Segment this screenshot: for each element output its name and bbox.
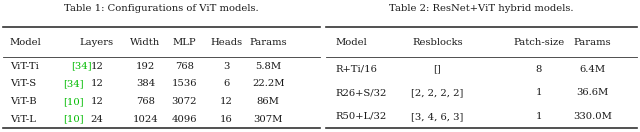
Text: Width: Width <box>131 38 161 47</box>
Text: 330.0M: 330.0M <box>573 112 612 121</box>
Text: [10]: [10] <box>63 115 83 124</box>
Text: 307M: 307M <box>253 115 283 124</box>
Text: 768: 768 <box>175 62 194 71</box>
Text: 192: 192 <box>136 62 155 71</box>
Text: 3072: 3072 <box>172 97 197 106</box>
Text: 3: 3 <box>223 62 229 71</box>
Text: ViT-S: ViT-S <box>10 79 39 88</box>
Text: Table 1: Configurations of ViT models.: Table 1: Configurations of ViT models. <box>64 4 259 13</box>
Text: 384: 384 <box>136 79 155 88</box>
Text: 24: 24 <box>90 115 104 124</box>
Text: 1024: 1024 <box>132 115 158 124</box>
Text: [34]: [34] <box>63 79 83 88</box>
Text: ViT-L: ViT-L <box>10 115 38 124</box>
Text: Params: Params <box>250 38 287 47</box>
Text: Model: Model <box>10 38 42 47</box>
Text: [10]: [10] <box>63 97 83 106</box>
Text: 86M: 86M <box>257 97 280 106</box>
Text: Resblocks: Resblocks <box>412 38 463 47</box>
Text: 1: 1 <box>536 112 542 121</box>
Text: 6: 6 <box>223 79 229 88</box>
Text: 6.4M: 6.4M <box>579 65 605 74</box>
Text: 1536: 1536 <box>172 79 197 88</box>
Text: R50+L/32: R50+L/32 <box>336 112 387 121</box>
Text: 12: 12 <box>220 97 233 106</box>
Text: 8: 8 <box>536 65 542 74</box>
Text: ViT-B: ViT-B <box>10 97 40 106</box>
Text: Patch-size: Patch-size <box>513 38 564 47</box>
Text: R26+S/32: R26+S/32 <box>336 88 387 97</box>
Text: ViT-Ti: ViT-Ti <box>10 62 42 71</box>
Text: [34]: [34] <box>72 62 92 71</box>
Text: Params: Params <box>573 38 611 47</box>
Text: Model: Model <box>336 38 367 47</box>
Text: MLP: MLP <box>172 38 196 47</box>
Text: 12: 12 <box>90 62 104 71</box>
Text: 22.2M: 22.2M <box>252 79 285 88</box>
Text: Layers: Layers <box>80 38 114 47</box>
Text: Heads: Heads <box>210 38 243 47</box>
Text: 12: 12 <box>90 79 104 88</box>
Text: 1: 1 <box>536 88 542 97</box>
Text: [2, 2, 2, 2]: [2, 2, 2, 2] <box>411 88 463 97</box>
Text: 12: 12 <box>90 97 104 106</box>
Text: 768: 768 <box>136 97 155 106</box>
Text: [3, 4, 6, 3]: [3, 4, 6, 3] <box>411 112 463 121</box>
Text: 5.8M: 5.8M <box>255 62 282 71</box>
Text: Table 2: ResNet+ViT hybrid models.: Table 2: ResNet+ViT hybrid models. <box>389 4 574 13</box>
Text: 4096: 4096 <box>172 115 197 124</box>
Text: R+Ti/16: R+Ti/16 <box>336 65 378 74</box>
Text: 36.6M: 36.6M <box>577 88 609 97</box>
Text: 16: 16 <box>220 115 232 124</box>
Text: []: [] <box>433 65 441 74</box>
